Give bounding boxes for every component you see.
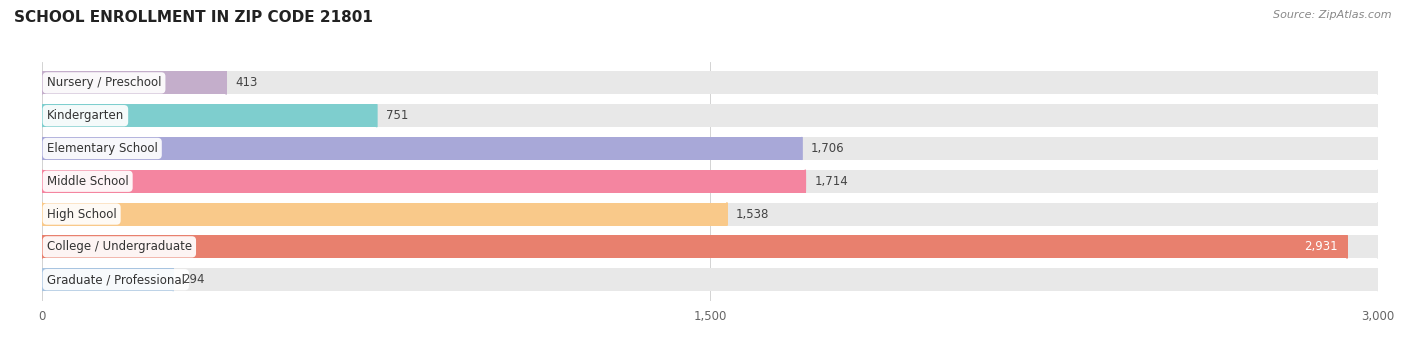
Text: 1,538: 1,538 bbox=[735, 208, 769, 221]
Text: Kindergarten: Kindergarten bbox=[46, 109, 124, 122]
Text: Elementary School: Elementary School bbox=[46, 142, 157, 155]
Text: 751: 751 bbox=[385, 109, 408, 122]
Text: 1,706: 1,706 bbox=[811, 142, 844, 155]
Text: Graduate / Professional: Graduate / Professional bbox=[46, 273, 184, 286]
Bar bbox=[42, 137, 801, 160]
Text: SCHOOL ENROLLMENT IN ZIP CODE 21801: SCHOOL ENROLLMENT IN ZIP CODE 21801 bbox=[14, 10, 373, 25]
Text: High School: High School bbox=[46, 208, 117, 221]
Bar bbox=[42, 268, 173, 291]
Bar bbox=[42, 235, 1347, 258]
Text: 294: 294 bbox=[183, 273, 205, 286]
Text: Source: ZipAtlas.com: Source: ZipAtlas.com bbox=[1274, 10, 1392, 20]
Bar bbox=[42, 202, 727, 225]
Text: 413: 413 bbox=[235, 76, 257, 89]
Text: 2,931: 2,931 bbox=[1305, 240, 1339, 253]
Bar bbox=[42, 235, 1378, 258]
Bar bbox=[42, 202, 1378, 225]
Bar bbox=[42, 170, 806, 193]
Bar bbox=[42, 104, 1378, 127]
Bar bbox=[42, 104, 377, 127]
Text: Middle School: Middle School bbox=[46, 175, 128, 188]
Bar bbox=[42, 137, 1378, 160]
Text: Nursery / Preschool: Nursery / Preschool bbox=[46, 76, 162, 89]
Bar bbox=[42, 71, 226, 94]
Bar bbox=[42, 71, 1378, 94]
Text: College / Undergraduate: College / Undergraduate bbox=[46, 240, 191, 253]
Bar bbox=[42, 268, 1378, 291]
Text: 1,714: 1,714 bbox=[814, 175, 848, 188]
Bar bbox=[42, 170, 1378, 193]
